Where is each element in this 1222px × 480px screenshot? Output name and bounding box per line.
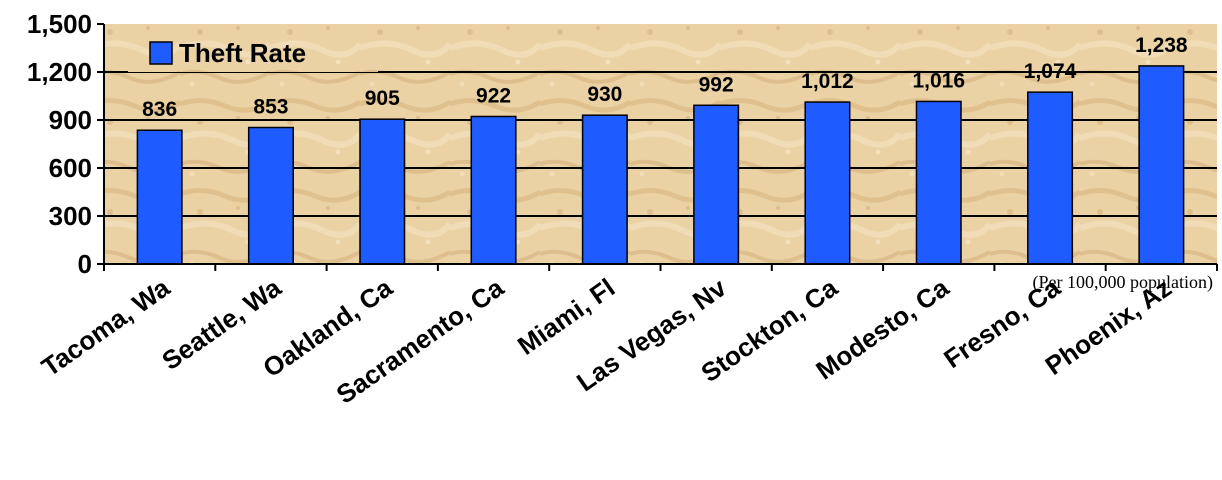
bar[interactable] [1139, 66, 1184, 264]
data-label: 905 [365, 87, 400, 110]
y-tick-label: 1,200 [27, 57, 92, 87]
bar[interactable] [694, 105, 739, 264]
x-tick-label: Miami, Fl [512, 272, 620, 360]
y-tick-label: 600 [49, 153, 92, 183]
data-label: 1,238 [1135, 34, 1188, 57]
y-tick-label: 900 [49, 105, 92, 135]
data-label: 1,016 [912, 69, 965, 92]
bar[interactable] [360, 119, 405, 264]
y-tick-label: 1,500 [27, 9, 92, 39]
data-label: 992 [699, 73, 734, 96]
data-label: 1,074 [1024, 60, 1077, 83]
bar[interactable] [471, 116, 516, 264]
bar[interactable] [1028, 92, 1073, 264]
data-label: 836 [142, 98, 177, 121]
bar[interactable] [916, 101, 961, 264]
data-label: 922 [476, 84, 511, 107]
data-label: 1,012 [801, 70, 854, 93]
y-tick-label: 0 [78, 249, 92, 279]
legend-swatch [150, 42, 172, 64]
annotation: (Per 100,000 population) [1033, 272, 1213, 293]
bar[interactable] [137, 130, 182, 264]
x-tick-label: Tacoma, Wa [36, 272, 176, 382]
data-label: 930 [587, 83, 622, 106]
bar[interactable] [583, 115, 628, 264]
bar[interactable] [805, 102, 850, 264]
bar[interactable] [249, 128, 294, 264]
y-tick-label: 300 [49, 201, 92, 231]
data-label: 853 [253, 96, 288, 119]
legend-label: Theft Rate [179, 38, 306, 68]
